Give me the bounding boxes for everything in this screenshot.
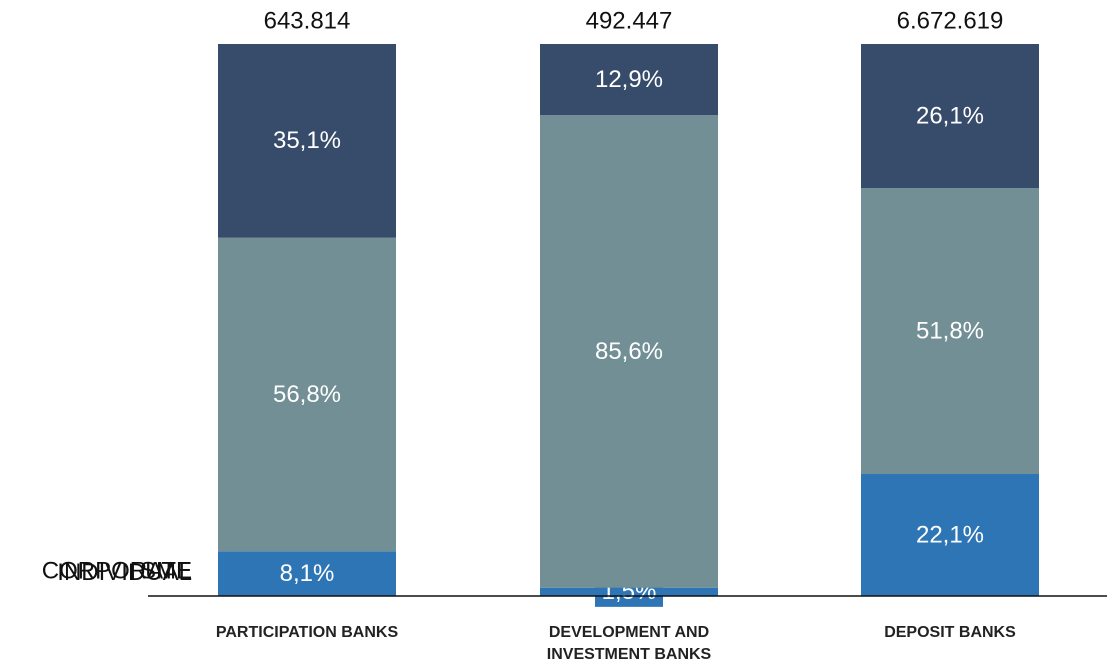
bar-segment xyxy=(218,44,396,238)
value-label: 12,9% xyxy=(595,66,663,93)
series-label: SME xyxy=(140,557,192,584)
value-label: 56,8% xyxy=(273,381,341,408)
total-label: 492.447 xyxy=(586,7,673,34)
category-label: DEPOSIT BANKS xyxy=(884,624,1016,641)
bar-segment xyxy=(861,188,1039,475)
value-label: 26,1% xyxy=(916,102,984,129)
series-label: INDIVIDUAL xyxy=(57,559,192,586)
value-label: 35,1% xyxy=(273,127,341,154)
bar-segment xyxy=(861,474,1039,596)
value-label: 22,1% xyxy=(916,521,984,548)
value-label: 8,1% xyxy=(280,560,335,587)
bar-segment xyxy=(540,44,718,116)
total-label: 6.672.619 xyxy=(897,7,1004,34)
bar-segment xyxy=(861,44,1039,189)
series-label: CORPORATE xyxy=(42,557,192,584)
value-label: 85,6% xyxy=(595,338,663,365)
bar-segment xyxy=(218,237,396,552)
bar-segment xyxy=(540,115,718,588)
total-label: 643.814 xyxy=(264,7,351,34)
value-label: 51,8% xyxy=(916,317,984,344)
category-label: DEVELOPMENT AND INVESTMENT BANKS xyxy=(546,624,712,663)
category-label: PARTICIPATION BANKS xyxy=(215,624,399,641)
bar-segment xyxy=(218,551,396,596)
